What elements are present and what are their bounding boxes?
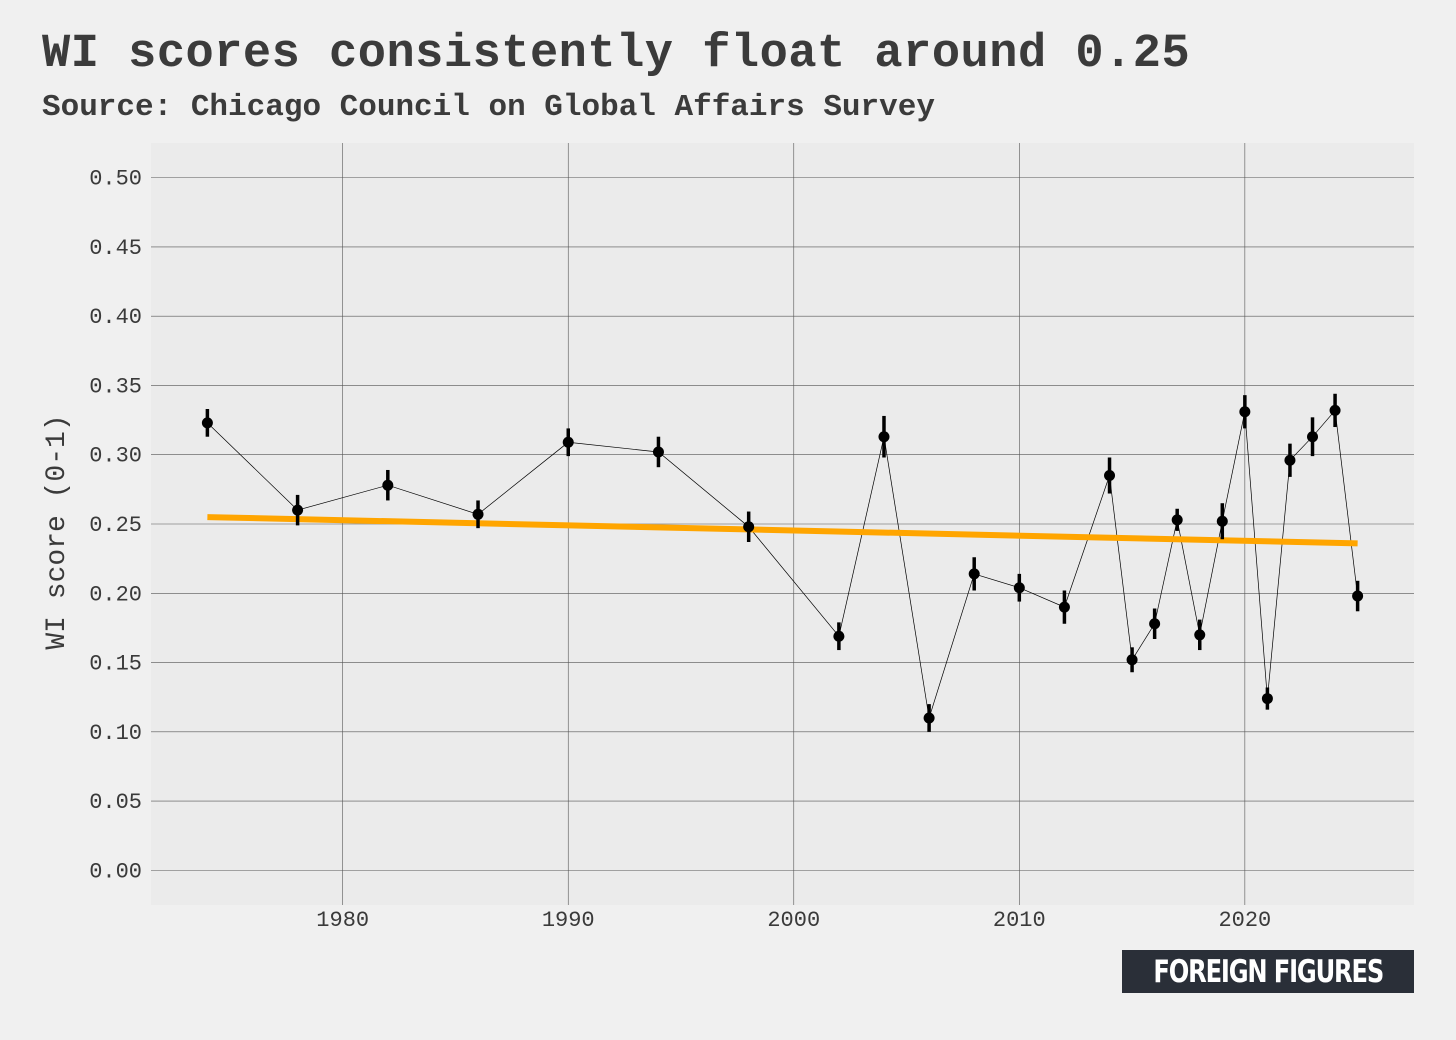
data-point — [1284, 454, 1296, 466]
data-point — [201, 417, 213, 429]
y-tick-label: 0.10 — [89, 721, 142, 746]
data-point — [1013, 582, 1025, 594]
data-point — [1126, 654, 1138, 666]
data-point — [878, 431, 890, 443]
y-tick-label: 0.15 — [89, 652, 142, 677]
y-tick-label: 0.00 — [89, 859, 142, 884]
foreign-figures-logo: FOREIGN FIGURES — [1122, 950, 1414, 993]
data-point — [1329, 404, 1341, 416]
y-tick-label: 0.05 — [89, 790, 142, 815]
data-point — [1194, 629, 1206, 641]
data-point — [652, 446, 664, 458]
y-tick-label: 0.30 — [89, 444, 142, 469]
y-tick-label: 0.40 — [89, 305, 142, 330]
data-point — [1149, 618, 1161, 630]
x-tick-label: 1990 — [542, 908, 595, 933]
data-point — [923, 712, 935, 724]
data-point — [1352, 590, 1364, 602]
data-point — [1171, 514, 1183, 526]
x-tick-label: 2020 — [1218, 908, 1271, 933]
y-tick-label: 0.50 — [89, 167, 142, 192]
data-point — [382, 479, 394, 491]
x-tick-label: 1980 — [316, 908, 369, 933]
data-point — [1261, 693, 1273, 705]
data-point — [1058, 601, 1070, 613]
data-point — [743, 521, 755, 533]
data-point — [562, 436, 574, 448]
data-point — [833, 630, 845, 642]
y-tick-label: 0.45 — [89, 236, 142, 261]
data-point — [1216, 515, 1228, 527]
y-tick-label: 0.20 — [89, 582, 142, 607]
x-tick-label: 2010 — [993, 908, 1046, 933]
data-point — [292, 504, 304, 516]
y-tick-label: 0.25 — [89, 513, 142, 538]
data-point — [1104, 470, 1116, 482]
trend-line — [207, 514, 1358, 547]
x-tick-label: 2000 — [767, 908, 820, 933]
logo-text: FOREIGN FIGURES — [1153, 953, 1384, 990]
data-point — [1307, 431, 1319, 443]
chart-subtitle: Source: Chicago Council on Global Affair… — [42, 90, 935, 125]
data-point — [472, 508, 484, 520]
y-axis-title: WI score (0-1) — [42, 414, 73, 649]
chart-title: WI scores consistently float around 0.25 — [42, 28, 1191, 81]
data-point — [1239, 406, 1251, 418]
data-point — [968, 568, 980, 580]
y-tick-label: 0.35 — [89, 374, 142, 399]
